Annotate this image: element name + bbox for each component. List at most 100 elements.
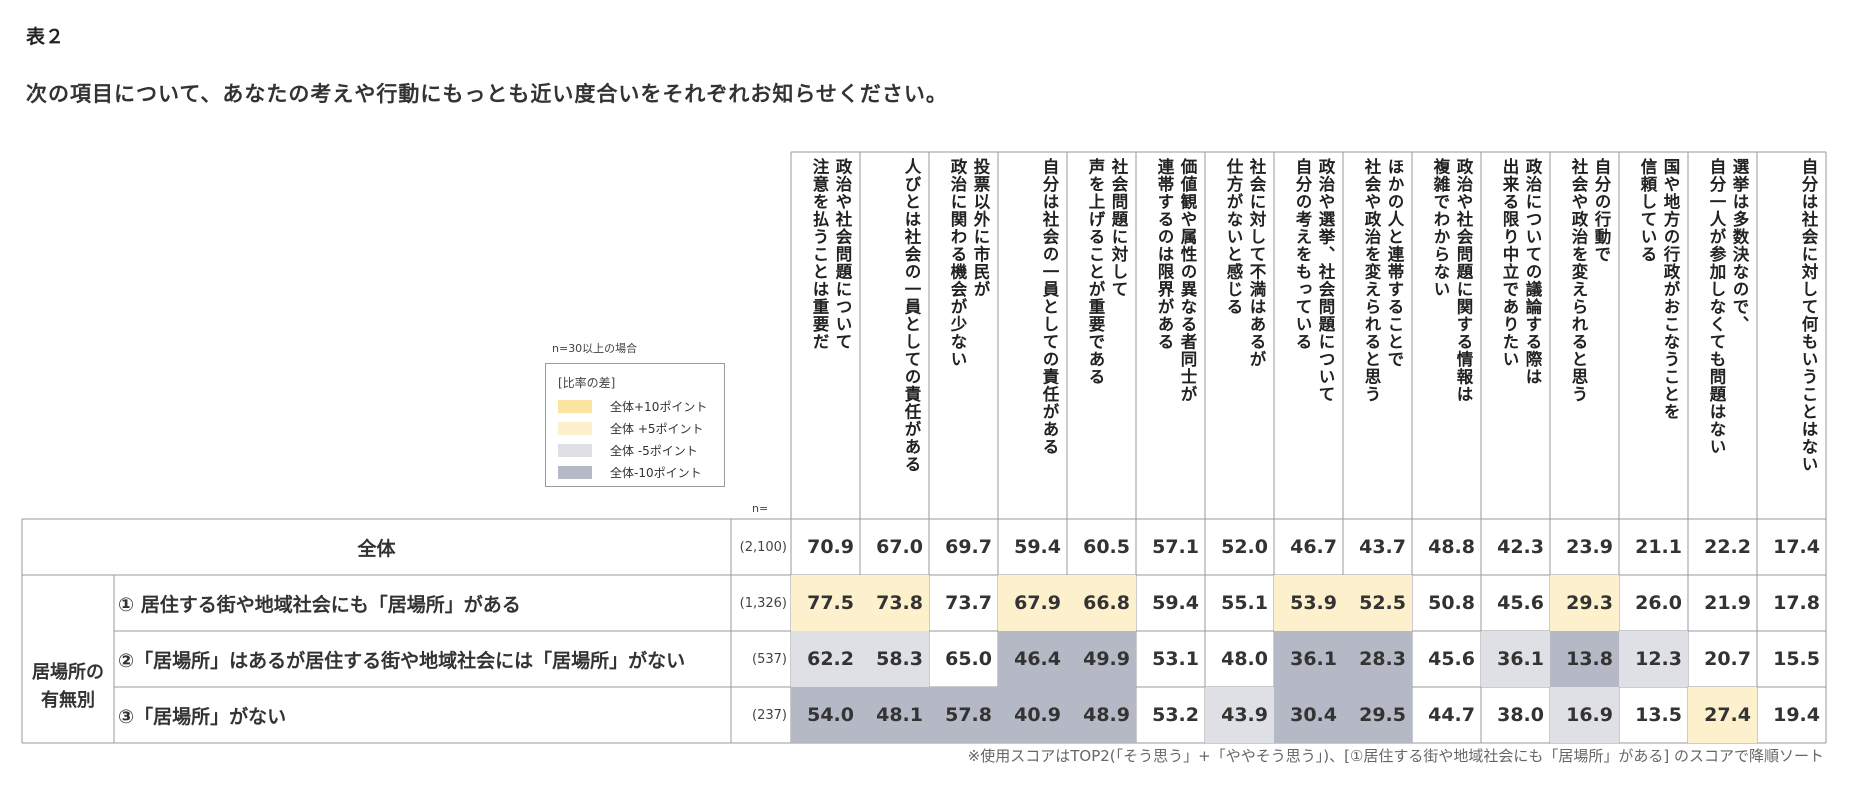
table-cell: 62.2 [791,631,860,687]
table-cell: 23.9 [1566,536,1613,558]
table-cell: 22.2 [1704,536,1751,558]
table-cell: 60.5 [1083,536,1130,558]
table-cell: 21.1 [1635,536,1682,558]
legend-item: 全体-10ポイント [558,462,702,482]
column-header: 価値観や属性の異なる者同士が 連帯するのは限界がある [1155,158,1197,403]
legend-swatch [558,443,592,457]
table-cell: 67.9 [998,575,1067,631]
table-cell: 16.9 [1550,687,1619,743]
legend: [比率の差] 全体+10ポイント 全体 +5ポイント 全体 -5ポイント 全体-… [545,363,725,487]
table-cell: 17.4 [1773,536,1820,558]
column-header: 自分は社会に対して何もいうことはない [1799,158,1818,473]
table-cell: 65.0 [945,648,992,670]
column-header: 選挙は多数決なので、 自分一人が参加しなくても問題はない [1707,158,1749,456]
column-header: 政治や選挙、社会問題について 自分の考えをもっている [1293,158,1335,403]
table-cell: 20.7 [1704,648,1751,670]
row-label-total: 全体 [357,537,396,560]
n-header: n= [752,502,769,515]
column-header: 投票以外に市民が 政治に関わる機会が少ない [948,158,990,368]
table-cell: 57.8 [929,687,998,743]
table-cell: 52.5 [1343,575,1412,631]
column-header: 人びとは社会の一員としての責任がある [902,158,921,473]
table-cell: 13.5 [1635,704,1682,726]
sample-size: (1,326) [739,595,787,611]
table-cell: 26.0 [1635,592,1682,614]
legend-swatch [558,421,592,435]
table-cell: 38.0 [1497,704,1544,726]
legend-label: 全体 +5ポイント [610,421,704,436]
table-cell: 53.9 [1274,575,1343,631]
row-label: ① 居住する街や地域社会にも「居場所」がある [118,593,521,616]
column-header: 社会に対して不満はあるが 仕方がないと感じる [1224,158,1266,368]
table-cell: 21.9 [1704,592,1751,614]
legend-title: [比率の差] [558,376,616,390]
table-cell: 30.4 [1274,687,1343,743]
table-cell: 54.0 [791,687,860,743]
table-cell: 53.1 [1152,648,1199,670]
table-cell: 52.0 [1221,536,1268,558]
column-header: 政治についての議論する際は 出来る限り中立でありたい [1500,158,1542,386]
table-cell: 70.9 [807,536,854,558]
table-cell: 77.5 [791,575,860,631]
sample-size: (2,100) [739,539,787,555]
footnote: ※使用スコアはTOP2(「そう思う」+「ややそう思う」)、[①居住する街や地域社… [967,747,1824,765]
legend-item: 全体 +5ポイント [558,418,704,438]
column-header: ほかの人と連帯することで 社会や政治を変えられると思う [1362,158,1404,403]
table-cell: 36.1 [1274,631,1343,687]
table-cell: 59.4 [1152,592,1199,614]
table-cell: 15.5 [1773,648,1820,670]
legend-label: 全体 -5ポイント [610,443,698,458]
table-cell: 44.7 [1428,704,1475,726]
legend-item: 全体 -5ポイント [558,440,698,460]
table-cell: 46.7 [1290,536,1337,558]
table-cell: 48.9 [1067,687,1136,743]
table-cell: 19.4 [1773,704,1820,726]
legend-item: 全体+10ポイント [558,396,707,416]
column-header: 社会問題に対して 声を上げることが重要である [1086,158,1128,386]
group-label: 居場所の 有無別 [32,662,104,711]
table-cell: 73.8 [860,575,929,631]
table-cell: 55.1 [1221,592,1268,614]
column-header: 政治や社会問題に関する情報は 複雑でわからない [1431,158,1473,403]
table-cell: 29.5 [1343,687,1412,743]
table-cell: 58.3 [860,631,929,687]
table-cell: 17.8 [1773,592,1820,614]
table-cell: 43.9 [1205,687,1274,743]
table-cell: 73.7 [945,592,992,614]
legend-label: 全体+10ポイント [610,399,708,414]
table-cell: 29.3 [1550,575,1619,631]
table-cell: 45.6 [1428,648,1475,670]
column-header: 自分は社会の一員としての責任がある [1040,158,1059,456]
column-header: 自分の行動で 社会や政治を変えられると思う [1569,158,1611,403]
legend-swatch [558,399,592,413]
table-cell: 40.9 [998,687,1067,743]
table-cell: 48.1 [860,687,929,743]
table-cell: 36.1 [1481,631,1550,687]
table-cell: 53.2 [1152,704,1199,726]
table-cell: 57.1 [1152,536,1199,558]
table-cell: 48.8 [1428,536,1475,558]
sample-size: (537) [752,651,787,667]
column-header: 政治や社会問題について 注意を払うことは重要だ [810,158,852,351]
table-cell: 27.4 [1688,687,1757,743]
table-label: 表２ [26,26,65,48]
table-cell: 12.3 [1619,631,1688,687]
table-cell: 49.9 [1067,631,1136,687]
table-cell: 28.3 [1343,631,1412,687]
table-cell: 45.6 [1497,592,1544,614]
legend-label: 全体-10ポイント [610,465,702,480]
table-cell: 48.0 [1221,648,1268,670]
table-cell: 66.8 [1067,575,1136,631]
table-cell: 13.8 [1550,631,1619,687]
table-cell: 46.4 [998,631,1067,687]
column-header: 国や地方の行政がおこなうことを 信頼している [1638,158,1680,421]
table-cell: 69.7 [945,536,992,558]
table-cell: 42.3 [1497,536,1544,558]
question-text: 次の項目について、あなたの考えや行動にもっとも近い度合いをそれぞれお知らせくださ… [26,82,948,106]
row-label: ③「居場所」がない [118,705,287,728]
legend-swatch [558,465,592,479]
sample-size: (237) [752,707,787,723]
row-label: ②「居場所」はあるが居住する街や地域社会には「居場所」がない [118,649,686,672]
table-cell: 67.0 [876,536,923,558]
table-cell: 59.4 [1014,536,1061,558]
